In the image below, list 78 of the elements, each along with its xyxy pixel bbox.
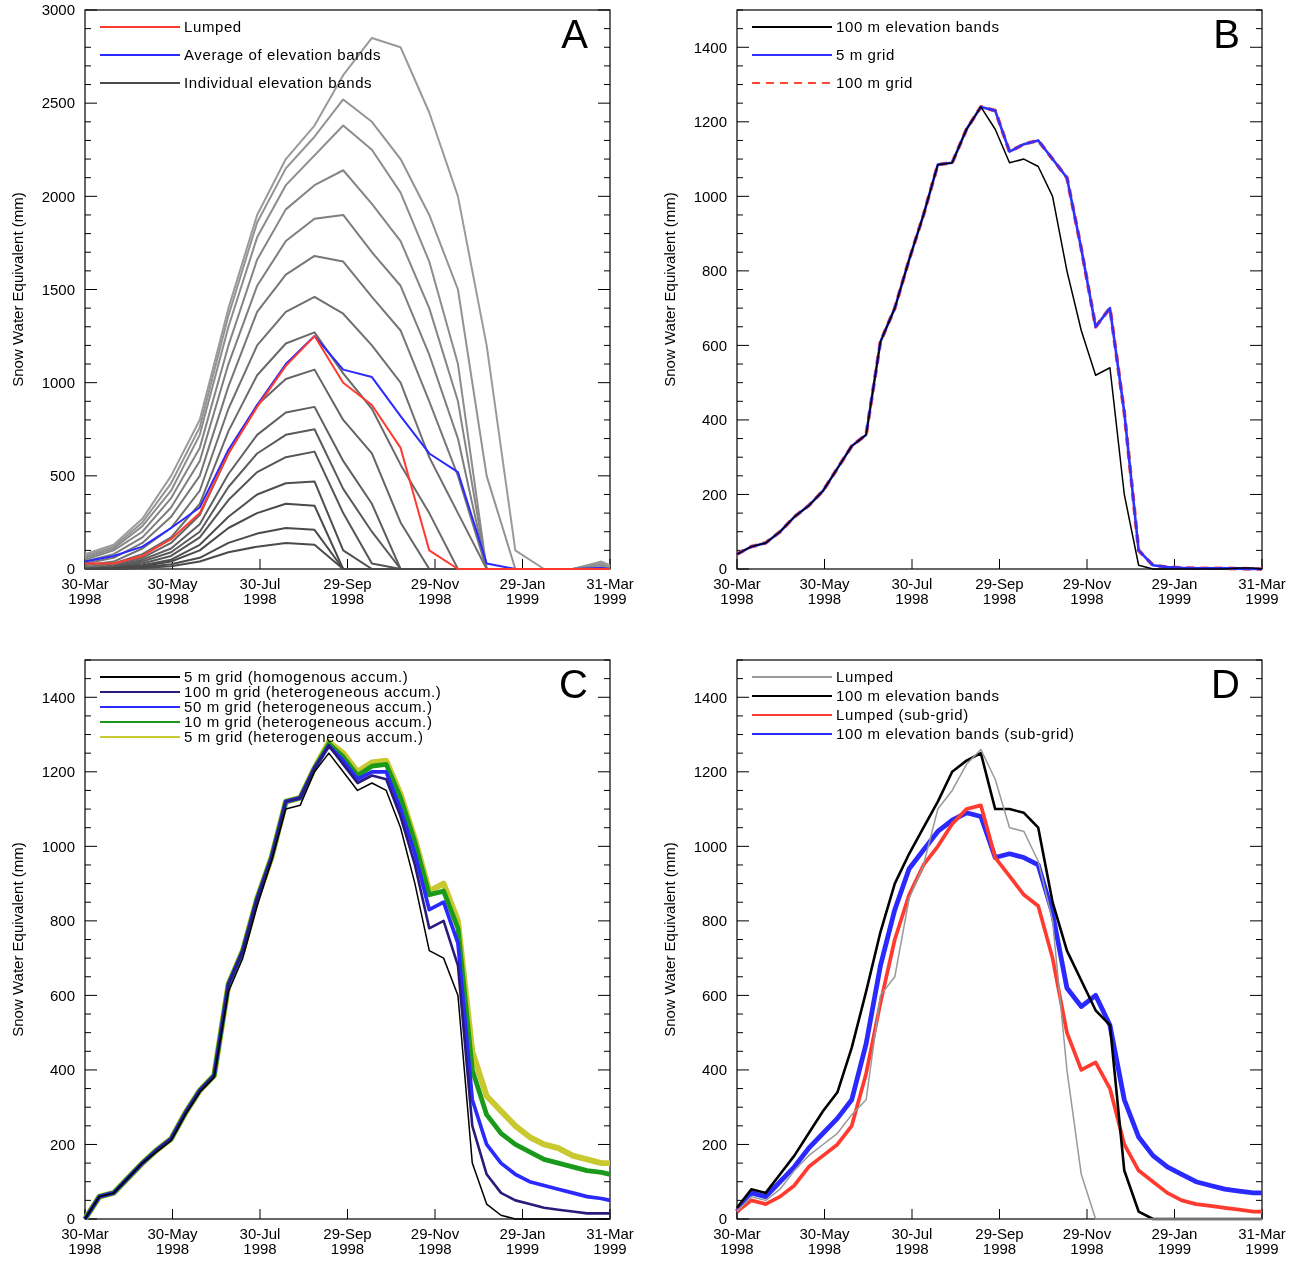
x-tick-label: 31-Mar 1999 — [1238, 1225, 1286, 1257]
y-tick-label: 200 — [701, 1135, 727, 1153]
x-tick-label: 30-May 1998 — [799, 575, 850, 607]
legend-label: Individual elevation bands — [184, 74, 373, 92]
y-tick-label: 1000 — [41, 373, 75, 391]
x-tick-label: 31-Mar 1999 — [1238, 575, 1286, 607]
x-tick-label: 30-Jul 1998 — [891, 575, 933, 607]
x-tick-label: 29-Jan 1999 — [499, 575, 546, 607]
legend-label: 100 m elevation bands (sub-grid) — [836, 725, 1075, 743]
y-tick-label: 1200 — [41, 763, 75, 781]
legend-label: 100 m grid — [836, 74, 913, 92]
x-tick-label: 29-Nov 1998 — [1062, 1225, 1112, 1257]
x-tick-label: 30-Jul 1998 — [239, 1225, 281, 1257]
y-axis-title: Snow Water Equivalent (mm) — [9, 842, 26, 1037]
x-tick-label: 29-Sep 1998 — [323, 1225, 372, 1257]
y-axis-title: Snow Water Equivalent (mm) — [661, 192, 678, 387]
x-tick-label: 30-May 1998 — [147, 1225, 198, 1257]
x-tick-label: 30-Mar 1998 — [713, 1225, 761, 1257]
y-tick-label: 0 — [66, 560, 75, 578]
x-tick-label: 29-Sep 1998 — [975, 1225, 1024, 1257]
y-tick-label: 0 — [718, 1210, 727, 1228]
annotation: A — [561, 12, 589, 56]
y-tick-label: 800 — [701, 912, 727, 930]
y-tick-label: 2500 — [41, 94, 75, 112]
x-tick-label: 30-Jul 1998 — [891, 1225, 933, 1257]
y-tick-label: 400 — [701, 1061, 727, 1079]
y-tick-label: 500 — [49, 467, 75, 485]
legend-label: 100 m elevation bands — [836, 687, 1000, 705]
x-tick-label: 29-Jan 1999 — [499, 1225, 546, 1257]
y-tick-label: 1200 — [693, 113, 727, 131]
x-tick-label: 29-Sep 1998 — [975, 575, 1024, 607]
x-tick-label: 29-Nov 1998 — [1062, 575, 1112, 607]
x-tick-label: 29-Jan 1999 — [1151, 1225, 1198, 1257]
y-tick-label: 1000 — [693, 187, 727, 205]
y-tick-label: 600 — [701, 986, 727, 1004]
y-tick-label: 1400 — [41, 688, 75, 706]
y-tick-label: 200 — [49, 1135, 75, 1153]
x-tick-label: 29-Jan 1999 — [1151, 575, 1198, 607]
y-tick-label: 600 — [701, 336, 727, 354]
y-tick-label: 1500 — [41, 280, 75, 298]
legend-label: Lumped — [184, 18, 242, 36]
x-tick-label: 30-May 1998 — [799, 1225, 850, 1257]
y-tick-label: 400 — [701, 411, 727, 429]
y-tick-label: 1200 — [693, 763, 727, 781]
y-tick-label: 0 — [66, 1210, 75, 1228]
y-tick-label: 1000 — [41, 837, 75, 855]
y-tick-label: 1400 — [693, 38, 727, 56]
annotation: C — [559, 662, 588, 706]
annotation: B — [1213, 12, 1240, 56]
legend-label: Average of elevation bands — [184, 46, 382, 64]
x-tick-label: 29-Sep 1998 — [323, 575, 372, 607]
legend-label: Lumped — [836, 668, 894, 686]
y-axis-title: Snow Water Equivalent (mm) — [9, 192, 26, 387]
x-tick-label: 29-Nov 1998 — [410, 575, 460, 607]
legend-label: 5 m grid (homogenous accum.) — [184, 668, 409, 686]
y-axis-title: Snow Water Equivalent (mm) — [661, 842, 678, 1037]
x-tick-label: 31-Mar 1999 — [586, 575, 634, 607]
x-tick-label: 30-Mar 1998 — [713, 575, 761, 607]
x-tick-label: 29-Nov 1998 — [410, 1225, 460, 1257]
y-tick-label: 1000 — [693, 837, 727, 855]
x-tick-label: 30-Jul 1998 — [239, 575, 281, 607]
y-tick-label: 200 — [701, 485, 727, 503]
y-tick-label: 800 — [49, 912, 75, 930]
y-tick-label: 600 — [49, 986, 75, 1004]
x-tick-label: 30-May 1998 — [147, 575, 198, 607]
legend-label: Lumped (sub-grid) — [836, 706, 969, 724]
y-tick-label: 3000 — [41, 1, 75, 19]
annotation: D — [1211, 662, 1240, 706]
y-tick-label: 0 — [718, 560, 727, 578]
y-tick-label: 400 — [49, 1061, 75, 1079]
y-tick-label: 1400 — [693, 688, 727, 706]
x-tick-label: 30-Mar 1998 — [61, 1225, 109, 1257]
y-tick-label: 800 — [701, 262, 727, 280]
legend-label: 100 m elevation bands — [836, 18, 1000, 36]
legend-label: 5 m grid — [836, 46, 895, 64]
y-tick-label: 2000 — [41, 187, 75, 205]
x-tick-label: 31-Mar 1999 — [586, 1225, 634, 1257]
x-tick-label: 30-Mar 1998 — [61, 575, 109, 607]
